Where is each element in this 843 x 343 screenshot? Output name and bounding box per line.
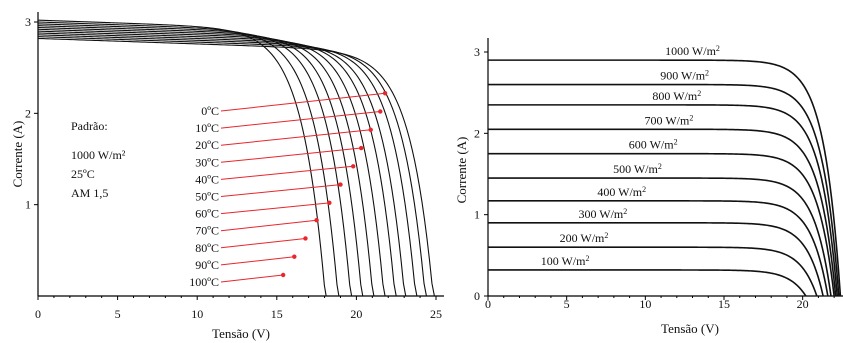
left-x-axis-label: Tensão (V) [212,326,270,341]
standard-conditions-text: 25ºC [71,167,95,181]
right-x-tick-label: 0 [485,297,491,311]
temperature-marker-dot [378,109,383,114]
temperature-marker-line [220,111,381,129]
temperature-curve [37,36,427,297]
left-y-axis-label: Corrente (A) [10,121,25,188]
temperature-curve [37,28,386,297]
temperature-marker-line [220,165,354,180]
temperature-marker-dot [358,145,364,151]
temperature-label: 80ºC [195,241,219,255]
temperature-curve [37,21,340,297]
temperature-marker-dot [382,91,388,96]
temperature-label: 30ºC [195,155,219,169]
temperature-marker-line [220,184,341,197]
irradiance-label: 1000 W/m2 [665,44,720,59]
irradiance-curve [488,269,807,297]
irradiance-curve [488,59,842,297]
temperature-curve [37,25,364,297]
irradiance-curve [488,246,818,297]
irradiance-label: 800 W/m2 [652,88,701,103]
irradiance-label: 900 W/m2 [660,68,709,83]
left-x-tick-label: 5 [115,307,121,321]
temperature-curve [37,19,327,297]
irradiance-label: 700 W/m2 [645,113,694,128]
left-x-tick-label: 20 [350,307,362,321]
temperature-label: 40ºC [195,172,219,186]
left-x-tick-label: 15 [271,307,283,321]
temperature-marker-dot [292,254,297,259]
right-x-tick-label: 10 [639,297,651,311]
temperature-curve [37,26,375,297]
irradiance-curve [488,152,835,297]
temperature-marker-line [220,129,371,146]
left-x-tick-label: 25 [430,307,442,321]
temperature-curve [37,30,397,297]
temperature-curve [37,23,353,297]
irradiance-curve [488,222,824,297]
temperature-marker-line [220,237,306,249]
irradiance-curve [488,104,839,297]
temperature-curve [37,32,407,297]
temperature-chart: 0 5 10 15 20 25 1 2 3 0ºC 10ºC 20ºC 30ºC 40ºC 50ºC 60º… [10,12,444,341]
irradiance-label: 200 W/m2 [560,231,609,246]
temperature-label: 90ºC [195,258,219,272]
temperature-marker-line [220,147,362,163]
left-y-tick-label: 2 [25,106,31,120]
standard-conditions-text: Padrão: [71,119,108,133]
temperature-marker-dot [303,236,308,241]
irradiance-label: 500 W/m2 [613,162,662,177]
temperature-marker-dot [314,217,319,223]
irradiance-label: 600 W/m2 [629,137,678,152]
right-y-tick-label: 1 [474,208,480,222]
standard-conditions-text: 1000 W/m² [71,148,126,162]
temperature-label: 100ºC [189,275,219,289]
left-x-tick-label: 10 [191,307,203,321]
temperature-label: 50ºC [195,190,219,204]
irradiance-chart: 0 5 10 15 20 1 2 3 0 1000 W/m2 900 W/m2 800 W/m2 70… [454,38,843,336]
right-x-tick-label: 20 [797,297,809,311]
right-x-tick-label: 15 [718,297,730,311]
right-y-tick-label: 0 [474,289,480,303]
irradiance-label: 100 W/m2 [541,253,590,268]
temperature-curve [37,37,435,297]
irradiance-label: 400 W/m2 [597,184,646,199]
temperature-marker-dot [338,182,343,187]
irradiance-curve [488,83,840,297]
temperature-label: 10ºC [195,121,219,135]
temperature-label: 0ºC [201,104,219,118]
temperature-marker-line [220,202,330,215]
temperature-marker-line [220,92,386,112]
irradiance-curve [488,128,837,297]
temperature-marker-dot [327,200,332,206]
right-x-tick-label: 5 [564,297,570,311]
left-y-tick-label: 3 [25,15,31,29]
left-y-tick-label: 1 [25,198,31,212]
right-y-tick-label: 3 [474,45,480,59]
left-x-tick-label: 0 [35,307,41,321]
irradiance-curve [488,200,829,297]
temperature-marker-line [220,256,295,266]
temperature-marker-dot [351,164,356,169]
right-y-tick-label: 2 [474,126,480,140]
standard-conditions-text: AM 1,5 [71,186,108,200]
temperature-marker-dot [280,272,286,278]
temperature-curve [37,34,418,297]
temperature-label: 70ºC [195,224,219,238]
temperature-marker-dot [368,127,373,132]
right-x-axis-label: Tensão (V) [661,321,719,336]
temperature-label: 20ºC [195,138,219,152]
temperature-marker-line [220,274,284,283]
temperature-marker-line [220,219,317,232]
irradiance-label: 300 W/m2 [578,206,627,221]
temperature-label: 60ºC [195,207,219,221]
irradiance-curve [488,177,832,297]
right-y-axis-label: Corrente (A) [454,137,469,204]
